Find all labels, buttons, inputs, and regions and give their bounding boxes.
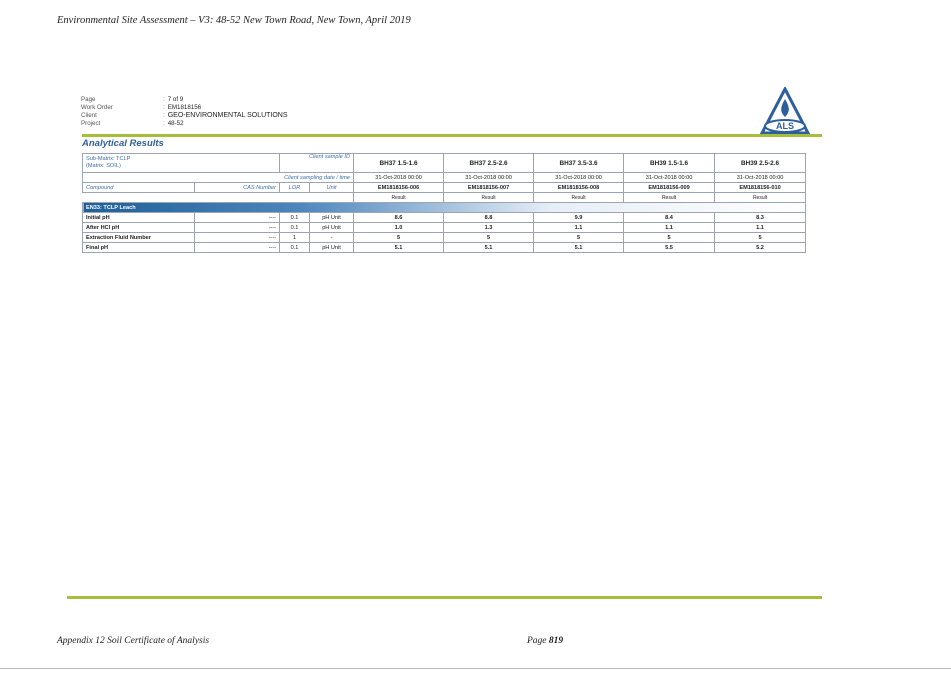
report-meta: Page :7 of 9 Work Order : EM1818156 Clien… [81, 96, 288, 128]
footer-appendix: Appendix 12 Soil Certificate of Analysis [57, 636, 210, 646]
lab-sample-id: EM1818156-008 [533, 182, 625, 193]
document-header: Environmental Site Assessment – V3: 48-5… [57, 15, 411, 26]
matrix-label: (Matrix: SOIL) [86, 163, 121, 169]
result-value: 5 [443, 232, 535, 243]
meta-row-page: Page :7 of 9 [81, 96, 184, 103]
result-value: 5.2 [714, 242, 807, 253]
unit-value: - [309, 232, 355, 243]
result-value: 8.3 [714, 212, 807, 223]
meta-label: Client [81, 112, 97, 119]
result-value: 8.4 [623, 212, 716, 223]
sample-id: BH39 2.5-2.6 [714, 153, 807, 173]
cas-number: ---- [193, 212, 281, 223]
results-table: Sub-Matrix: TCLP (Matrix: SOIL) Client s… [81, 153, 807, 253]
header-rule [82, 134, 822, 137]
section-label: EN33: TCLP Leach [81, 202, 807, 213]
lab-sample-id: EM1818156-010 [714, 182, 807, 193]
result-value: 5 [623, 232, 716, 243]
lor-value: 0.1 [279, 212, 311, 223]
meta-value: 48-52 [167, 120, 184, 127]
lor-value: 0.1 [279, 242, 311, 253]
col-header-cas: CAS Number [193, 182, 281, 193]
table-row-column-headers: Compound CAS Number LOR Unit EM1818156-0… [82, 182, 807, 193]
result-value: 5.1 [443, 242, 535, 253]
result-value: 5 [353, 232, 445, 243]
result-value: 1.1 [714, 222, 807, 233]
result-value: 1.0 [353, 222, 445, 233]
meta-row-work-order: Work Order : EM1818156 [81, 104, 202, 111]
table-row: Final pH ---- 0.1 pH Unit 5.1 5.1 5.1 5.… [82, 242, 807, 253]
footer-page-label: Page [527, 636, 547, 646]
meta-label: Work Order [81, 104, 113, 111]
result-value: 5 [714, 232, 807, 243]
compound-name: After HCl pH [82, 222, 195, 233]
result-value: 5.1 [533, 242, 625, 253]
sample-id: BH37 3.5-3.6 [533, 153, 625, 173]
result-value: 1.3 [443, 222, 535, 233]
lor-value: 1 [279, 232, 311, 243]
table-section-header: EN33: TCLP Leach [81, 202, 807, 213]
sampling-date: 31-Oct-2018 00:00 [443, 172, 535, 183]
sample-id: BH39 1.5-1.6 [623, 153, 716, 173]
result-value: 5 [533, 232, 625, 243]
table-row: After HCl pH ---- 0.1 pH Unit 1.0 1.3 1.… [82, 222, 807, 233]
result-value: 8.8 [443, 212, 535, 223]
result-label: Result [353, 192, 445, 203]
result-value: 8.6 [353, 212, 445, 223]
unit-value: pH Unit [309, 222, 355, 233]
meta-row-client: Client : GEO-ENVIRONMENTAL SOLUTIONS [81, 112, 288, 119]
col-header-compound: Compound [82, 182, 195, 193]
meta-label: Project [81, 120, 101, 127]
meta-value: 7 of 9 [167, 96, 184, 103]
table-row: Extraction Fluid Number ---- 1 - 5 5 5 5… [82, 232, 807, 243]
sampling-date: 31-Oct-2018 00:00 [353, 172, 445, 183]
sampling-date: 31-Oct-2018 00:00 [714, 172, 807, 183]
page-bottom-divider [0, 668, 951, 669]
als-logo-icon: ALS [760, 87, 810, 135]
meta-value: EM1818156 [167, 104, 202, 111]
sample-id: BH37 1.5-1.6 [353, 153, 445, 173]
table-row-result-label: Result Result Result Result Result [83, 192, 807, 203]
result-value: 9.9 [533, 212, 625, 223]
compound-name: Extraction Fluid Number [82, 232, 195, 243]
cas-number: ---- [193, 242, 281, 253]
result-label: Result [533, 192, 625, 203]
sampling-date-label: Client sampling date / time [81, 172, 355, 183]
col-header-lor: LOR [279, 182, 311, 193]
lab-sample-id: EM1818156-007 [443, 182, 535, 193]
lor-value: 0.1 [279, 222, 311, 233]
cas-number: ---- [193, 222, 281, 233]
result-label: Result [623, 192, 716, 203]
cas-number: ---- [193, 232, 281, 243]
result-value: 1.1 [533, 222, 625, 233]
compound-name: Final pH [82, 242, 195, 253]
footer-rule [67, 596, 822, 599]
meta-row-project: Project :48-52 [81, 120, 184, 127]
sample-id: BH37 2.5-2.6 [443, 153, 535, 173]
lab-sample-id: EM1818156-009 [623, 182, 716, 193]
result-label: Result [714, 192, 807, 203]
submatrix-label: Sub-Matrix: TCLP [86, 156, 131, 162]
client-sample-id-label: Client sample ID [279, 153, 355, 173]
table-row-sampling-date: Client sampling date / time 31-Oct-2018 … [81, 172, 807, 183]
table-row: Initial pH ---- 0.1 pH Unit 8.6 8.8 9.9 … [82, 212, 807, 223]
result-value: 1.1 [623, 222, 716, 233]
result-value: 5.1 [353, 242, 445, 253]
footer-page: Page 819 [527, 636, 563, 646]
meta-label: Page [81, 96, 96, 103]
sampling-date: 31-Oct-2018 00:00 [533, 172, 625, 183]
compound-name: Initial pH [82, 212, 195, 223]
footer-page-number: 819 [548, 636, 564, 646]
unit-value: pH Unit [309, 242, 355, 253]
table-row-sample-id: Sub-Matrix: TCLP (Matrix: SOIL) Client s… [81, 153, 807, 173]
result-value: 5.5 [623, 242, 716, 253]
meta-value: GEO-ENVIRONMENTAL SOLUTIONS [167, 112, 288, 119]
sampling-date: 31-Oct-2018 00:00 [623, 172, 716, 183]
logo-text: ALS [776, 121, 794, 131]
result-label: Result [443, 192, 535, 203]
section-title: Analytical Results [82, 138, 164, 149]
lab-sample-id: EM1818156-006 [353, 182, 445, 193]
unit-value: pH Unit [309, 212, 355, 223]
col-header-unit: Unit [309, 182, 355, 193]
